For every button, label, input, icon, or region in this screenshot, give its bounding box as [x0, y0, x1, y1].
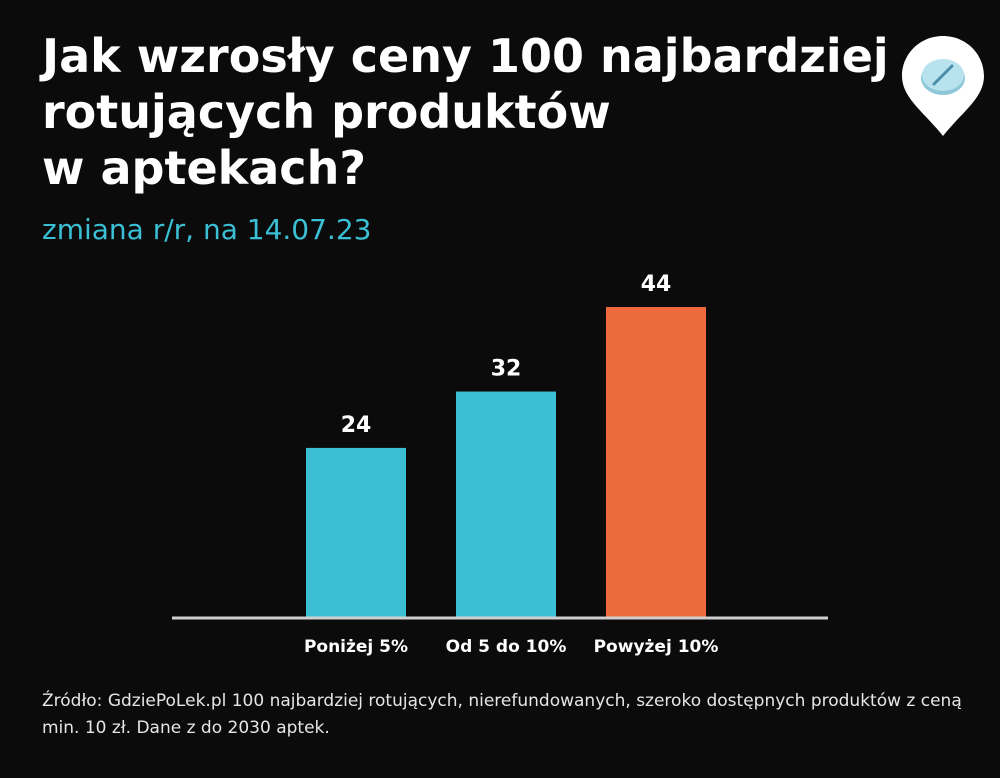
bar-value-label-3: 44 — [641, 272, 672, 297]
bar-2 — [456, 391, 556, 617]
chart-title-line-3: w aptekach? — [42, 141, 366, 195]
pill-score-line — [932, 64, 954, 86]
bar-1 — [306, 447, 406, 617]
bars-layer: 24 Poniżej 5% 32 Od 5 do 10% 44 Powyżej 10% — [304, 272, 718, 657]
chart-title-line-1: Jak wzrosły ceny 100 najbardziej — [42, 29, 889, 83]
bar-value-label-1: 24 — [341, 413, 372, 438]
bar-chart: 24 Poniżej 5% 32 Od 5 do 10% 44 Powyżej 10% — [172, 272, 828, 657]
bar-value-label-2: 32 — [491, 357, 522, 382]
bar-3 — [606, 307, 706, 617]
source-note: Źródło: GdziePoLek.pl 100 najbardziej ro… — [42, 691, 962, 738]
x-tick-label-1: Poniżej 5% — [304, 637, 408, 657]
x-tick-label-2: Od 5 do 10% — [446, 637, 567, 657]
pill-location-pin-icon — [902, 36, 984, 136]
x-tick-label-3: Powyżej 10% — [594, 637, 719, 657]
chart-title: Jak wzrosły ceny 100 najbardziej rotując… — [42, 28, 902, 196]
chart-title-line-2: rotujących produktów — [42, 85, 611, 139]
chart-subtitle: zmiana r/r, na 14.07.23 — [42, 213, 372, 246]
